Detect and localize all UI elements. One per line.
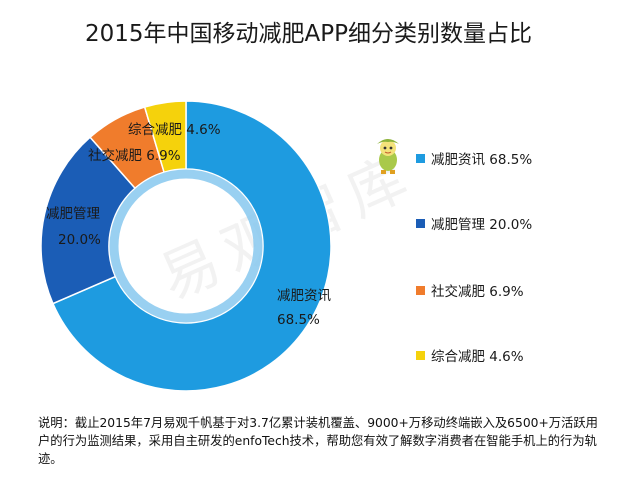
legend-item: 综合减肥 4.6% (416, 345, 524, 365)
mascot-icon (377, 139, 399, 174)
slice-category-label: 减肥资讯 (277, 288, 331, 304)
legend-item: 减肥管理 20.0% (416, 213, 532, 233)
legend-swatch (416, 286, 425, 295)
legend-label: 综合减肥 4.6% (431, 349, 524, 365)
slice-label: 社交减肥 6.9% (88, 147, 181, 164)
donut-slice (40, 136, 137, 305)
legend-swatch (416, 351, 425, 360)
legend-swatch (416, 219, 425, 228)
inner-ring (109, 169, 263, 323)
legend-label: 减肥管理 20.0% (431, 217, 533, 233)
legend-swatch (416, 154, 425, 163)
donut-slice (51, 100, 332, 392)
legend-label: 减肥资讯 68.5% (431, 152, 533, 168)
legend-item: 社交减肥 6.9% (416, 280, 524, 300)
slice-category-label: 减肥管理 (46, 206, 100, 222)
slice-value-label: 20.0% (58, 232, 101, 248)
chart-title: 2015年中国移动减肥APP细分类别数量占比 (84, 21, 532, 47)
footnote: 说明：截止2015年7月易观千帆基于对3.7亿累计装机覆盖、9000+万移动终端… (38, 416, 598, 466)
legend-label: 社交减肥 6.9% (431, 284, 524, 300)
slice-value-label: 68.5% (277, 312, 320, 328)
slice-label: 综合减肥 4.6% (128, 122, 221, 138)
donut-slice (143, 100, 187, 174)
legend-item: 减肥资讯 68.5% (416, 148, 532, 168)
